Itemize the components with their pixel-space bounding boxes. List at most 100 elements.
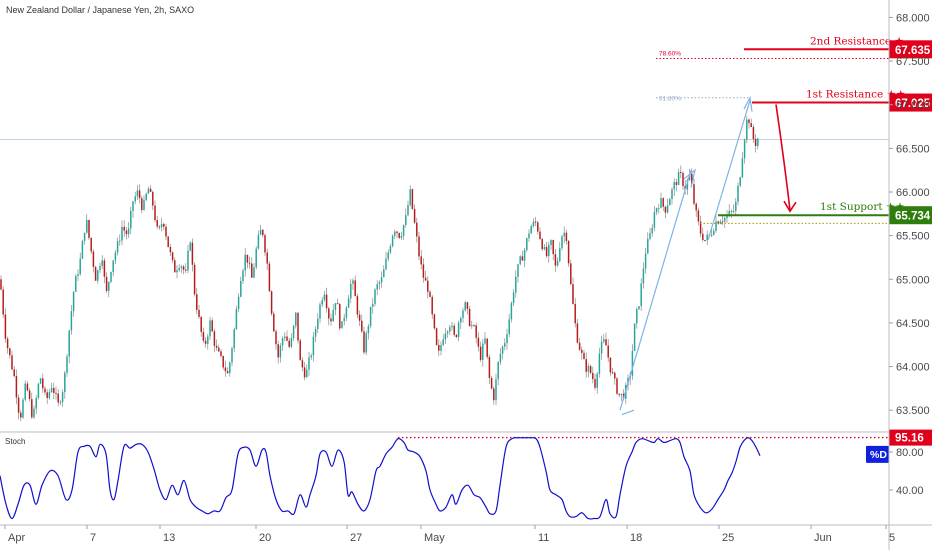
candle-body bbox=[11, 355, 13, 370]
candle-body bbox=[9, 348, 11, 356]
candle-body bbox=[255, 248, 257, 268]
candle-body bbox=[440, 345, 442, 351]
candle-body bbox=[180, 266, 183, 268]
candle-body bbox=[572, 284, 574, 304]
candle-body bbox=[257, 234, 260, 249]
candle-body bbox=[303, 367, 306, 378]
candle-body bbox=[713, 230, 715, 235]
candle-body bbox=[281, 338, 284, 346]
candle-body bbox=[185, 269, 187, 271]
candle-body bbox=[347, 298, 350, 308]
candle-body bbox=[658, 207, 660, 209]
candle-body bbox=[501, 346, 504, 354]
candle-body bbox=[754, 138, 757, 147]
candle-body bbox=[77, 274, 79, 276]
stoch-title: Stoch bbox=[5, 437, 25, 446]
candle-body bbox=[691, 173, 693, 185]
candle-body bbox=[86, 219, 88, 233]
candle-body bbox=[141, 198, 143, 210]
candle-body bbox=[196, 294, 198, 310]
candle-body bbox=[719, 221, 722, 224]
candle-body bbox=[376, 284, 378, 290]
candle-body bbox=[288, 340, 290, 347]
support_1-value: 65.734 bbox=[895, 211, 931, 223]
candle-body bbox=[559, 248, 561, 261]
price-tick-label: 68.000 bbox=[896, 12, 930, 24]
candle-body bbox=[743, 139, 746, 159]
candle-body bbox=[312, 336, 315, 356]
time-tick-label: 11 bbox=[538, 532, 549, 544]
candle-body bbox=[537, 222, 539, 232]
candle-body bbox=[103, 260, 106, 277]
candle-body bbox=[396, 231, 398, 233]
candle-body bbox=[460, 317, 462, 323]
trend-line-1 bbox=[619, 170, 692, 411]
candle-body bbox=[400, 235, 403, 238]
candle-body bbox=[53, 387, 55, 393]
candle-body bbox=[453, 325, 455, 335]
candle-body bbox=[176, 270, 178, 273]
candle-body bbox=[620, 393, 623, 395]
time-tick-label: Jun bbox=[814, 532, 832, 544]
candle-body bbox=[680, 171, 682, 173]
stoch-tick-label: 40.00 bbox=[896, 485, 924, 497]
candle-body bbox=[275, 331, 277, 345]
candle-body bbox=[462, 310, 464, 318]
candle-body bbox=[114, 252, 117, 261]
candle-body bbox=[226, 371, 229, 374]
candle-body bbox=[110, 272, 112, 282]
candle-body bbox=[105, 276, 108, 291]
candle-body bbox=[354, 280, 356, 297]
candle-body bbox=[706, 234, 708, 241]
candle-body bbox=[539, 231, 541, 240]
candle-body bbox=[299, 340, 301, 361]
candle-body bbox=[576, 323, 579, 343]
candle-body bbox=[248, 262, 251, 264]
candle-body bbox=[398, 232, 400, 238]
candle-body bbox=[277, 344, 279, 358]
candle-body bbox=[343, 317, 345, 322]
stoch-d-badge bbox=[866, 445, 889, 463]
candle-body bbox=[330, 318, 332, 322]
candle-body bbox=[609, 357, 612, 373]
candle-body bbox=[578, 342, 581, 350]
candle-body bbox=[451, 325, 453, 328]
stoch-level-box bbox=[889, 429, 932, 446]
candle-body bbox=[290, 338, 293, 347]
candle-body bbox=[757, 138, 759, 147]
candle-body bbox=[143, 199, 145, 210]
trend-arrow-head-2 bbox=[743, 95, 753, 112]
candle-body bbox=[57, 393, 59, 403]
candle-body bbox=[746, 119, 748, 140]
candle-body bbox=[70, 311, 73, 331]
stoch-d-badge-label: %D bbox=[870, 449, 887, 461]
candle-body bbox=[44, 388, 46, 393]
candle-body bbox=[369, 306, 372, 327]
candle-body bbox=[332, 310, 334, 322]
candle-body bbox=[211, 320, 213, 332]
candle-body bbox=[517, 264, 519, 277]
candle-body bbox=[149, 188, 152, 192]
candle-body bbox=[352, 280, 354, 284]
candle-body bbox=[405, 215, 407, 226]
candle-body bbox=[356, 296, 359, 315]
candle-body bbox=[662, 198, 664, 207]
candle-body bbox=[154, 205, 156, 221]
candle-body bbox=[737, 185, 739, 202]
fib-618-label: 61.80% bbox=[659, 96, 681, 103]
candle-body bbox=[213, 331, 216, 346]
candle-body bbox=[618, 393, 620, 395]
candle-body bbox=[497, 362, 499, 380]
candle-body bbox=[321, 300, 323, 305]
candle-body bbox=[240, 280, 242, 297]
time-tick-label: 18 bbox=[630, 532, 642, 544]
candle-body bbox=[735, 201, 737, 212]
candle-body bbox=[341, 321, 343, 329]
candle-body bbox=[339, 304, 341, 329]
candle-body bbox=[50, 387, 53, 393]
time-tick-label: 7 bbox=[90, 532, 96, 544]
candle-body bbox=[673, 182, 675, 190]
candle-body bbox=[750, 123, 752, 128]
candle-body bbox=[495, 379, 497, 401]
